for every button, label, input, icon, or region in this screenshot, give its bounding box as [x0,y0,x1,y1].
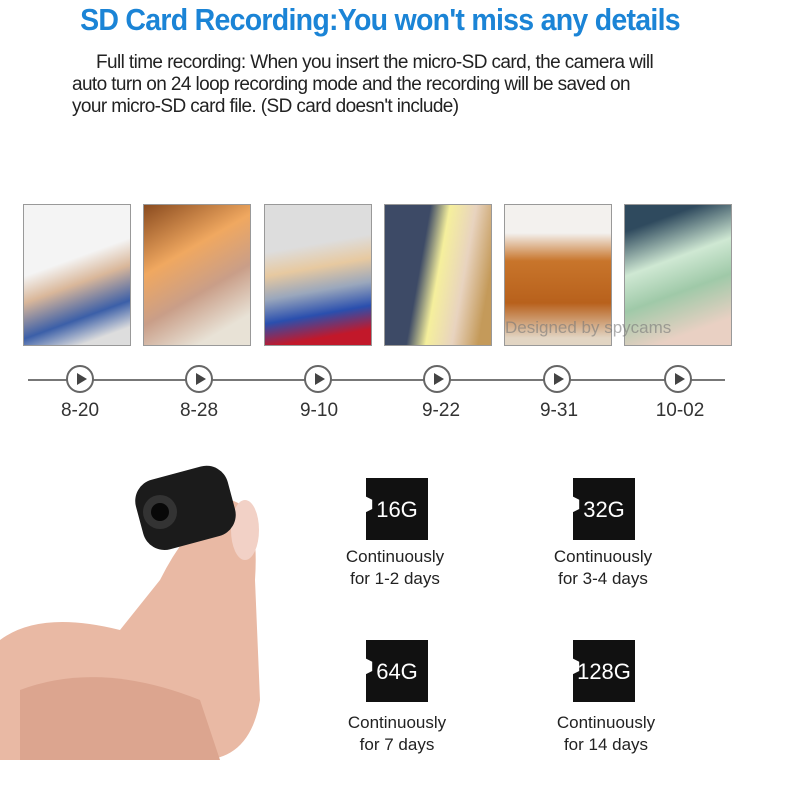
play-icon[interactable] [664,365,692,393]
card-caption: Continuously for 3-4 days [538,546,668,590]
timeline-date: 10-02 [655,400,705,421]
photo-family-reading [143,204,251,346]
watermark: Designed by spycams [505,318,672,337]
timeline-line [28,379,725,381]
card-caption: Continuously for 7 days [332,712,462,756]
card-caption: Continuously for 14 days [541,712,671,756]
play-icon[interactable] [304,365,332,393]
description: Full time recording: When you insert the… [72,52,712,118]
sd-card-32g: 32G [573,478,635,540]
sd-card-16g: 16G [366,478,428,540]
photo-golden-retriever [504,204,612,346]
caption-line: Continuously [345,547,445,566]
play-icon[interactable] [185,365,213,393]
caption-line: Continuously [556,713,656,732]
description-line: auto turn on 24 loop recording mode and … [72,74,631,95]
description-line: Full time recording: When you insert the… [96,52,654,73]
timeline-date: 9-10 [299,400,339,421]
photo-family-baking [624,204,732,346]
timeline-date: 8-28 [179,400,219,421]
photo-child-tablet [264,204,372,346]
play-icon[interactable] [423,365,451,393]
caption-line: for 7 days [359,735,435,754]
photo-children-playing [23,204,131,346]
hand-holding-camera-image [0,460,350,760]
headline: SD Card Recording:You won't miss any det… [80,2,681,37]
sd-card-64g: 64G [366,640,428,702]
description-line: your micro-SD card file. (SD card doesn'… [72,96,459,117]
caption-line: Continuously [347,713,447,732]
timeline-date: 9-31 [539,400,579,421]
play-icon[interactable] [66,365,94,393]
card-caption: Continuously for 1-2 days [330,546,460,590]
sd-card-128g: 128G [573,640,635,702]
caption-line: for 1-2 days [350,569,440,588]
play-icon[interactable] [543,365,571,393]
caption-line: for 14 days [563,735,649,754]
caption-line: Continuously [553,547,653,566]
timeline-date: 9-22 [421,400,461,421]
timeline-date: 8-20 [60,400,100,421]
photo-father-baby [384,204,492,346]
caption-line: for 3-4 days [558,569,648,588]
camera-in-hand-illustration [0,465,260,760]
